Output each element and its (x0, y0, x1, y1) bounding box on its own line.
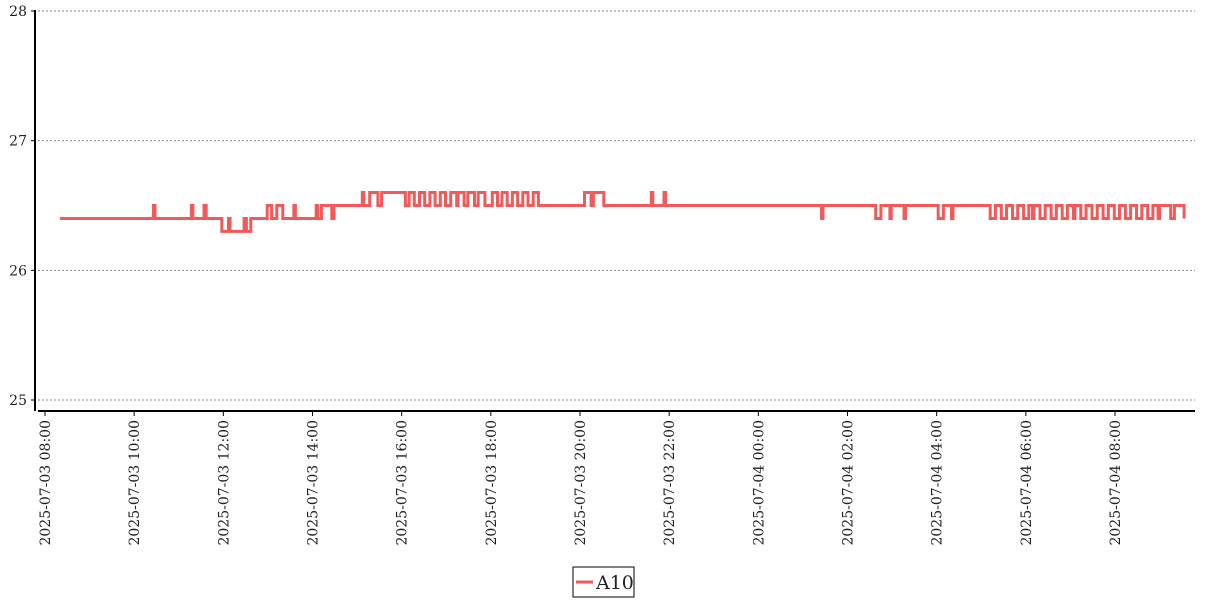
legend: A10 (572, 566, 635, 598)
y-tick-label: 25 (9, 393, 27, 409)
x-tick-label: 2025-07-03 12:00 (216, 420, 232, 546)
x-tick-label: 2025-07-03 08:00 (38, 420, 54, 546)
x-tick-label: 2025-07-04 04:00 (930, 420, 946, 546)
y-gridlines (38, 10, 1195, 401)
y-tick-label: 28 (9, 4, 27, 20)
series-layer (59, 191, 1186, 233)
x-tick-label: 2025-07-03 18:00 (484, 420, 500, 546)
legend-label-a10: A10 (595, 572, 634, 594)
x-tick-label: 2025-07-04 02:00 (841, 420, 857, 546)
x-tick-label: 2025-07-03 20:00 (573, 420, 589, 546)
series-line-a10 (59, 191, 1186, 233)
x-tick-label: 2025-07-04 08:00 (1108, 420, 1124, 546)
x-tick-label: 2025-07-03 22:00 (662, 420, 678, 546)
y-tick-label: 27 (9, 134, 27, 150)
x-tick-label: 2025-07-03 16:00 (395, 420, 411, 546)
legend-box (572, 566, 635, 598)
y-axis-ticks: 25 26 27 28 (9, 4, 35, 409)
x-tick-label: 2025-07-03 14:00 (306, 420, 322, 546)
x-axis-ticks: 2025-07-03 08:00 2025-07-03 10:00 2025-07-… (38, 411, 1124, 546)
x-tick-label: 2025-07-04 00:00 (751, 420, 767, 546)
y-tick-label: 26 (9, 263, 27, 279)
x-tick-label: 2025-07-04 06:00 (1019, 420, 1035, 546)
x-tick-label: 2025-07-03 10:00 (127, 420, 143, 546)
